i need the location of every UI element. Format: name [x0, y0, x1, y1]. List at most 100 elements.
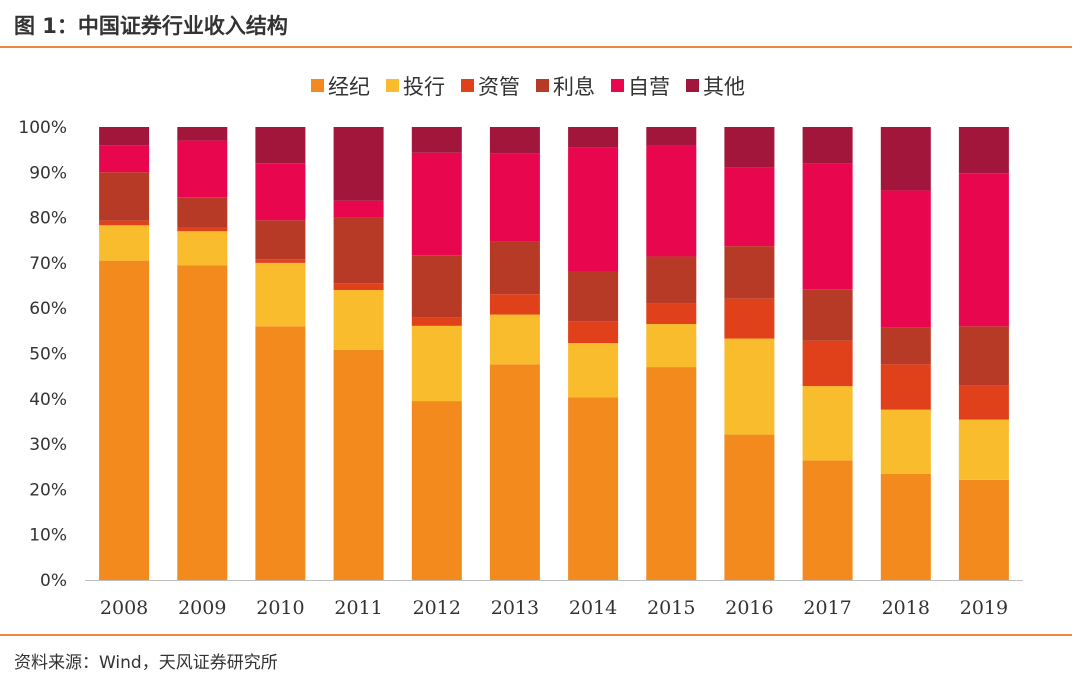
- bar-segment: [177, 265, 228, 580]
- bar-segment: [99, 172, 150, 221]
- y-axis: 0% 10% 20% 30% 40% 50% 60% 70% 80% 90% 100%: [18, 118, 67, 591]
- bar-segment: [646, 256, 697, 304]
- bar-segment: [880, 190, 931, 328]
- bar-stack-2009: [177, 127, 228, 580]
- bar-stack-2012: [411, 127, 462, 580]
- y-tick-label: 60%: [29, 299, 67, 319]
- legend-label: 利息: [553, 75, 595, 99]
- y-tick-label: 40%: [29, 390, 67, 410]
- bar-segment: [802, 127, 853, 164]
- legend-swatch: [311, 79, 324, 92]
- bar-segment: [724, 434, 775, 580]
- bar-segment: [568, 271, 619, 322]
- y-tick-label: 80%: [29, 209, 67, 229]
- bar-segment: [177, 140, 228, 198]
- bar-segment: [568, 147, 619, 272]
- y-tick-label: 20%: [29, 480, 67, 500]
- x-tick-label: 2015: [647, 597, 695, 619]
- bar-segment: [333, 283, 384, 291]
- bar-stack-2019: [958, 127, 1009, 580]
- bar-stack-2016: [724, 127, 775, 580]
- bar-segment: [802, 289, 853, 341]
- bar-segment: [333, 200, 384, 218]
- bar-stack-2011: [333, 127, 384, 580]
- bar-segment: [255, 262, 306, 327]
- bar-segment: [489, 241, 540, 295]
- source-note: 资料来源：Wind，天风证券研究所: [14, 653, 278, 673]
- bar-stack-2010: [255, 127, 306, 580]
- legend-label: 其他: [703, 75, 745, 99]
- bar-segment: [99, 145, 150, 173]
- bar-segment: [99, 127, 150, 146]
- bar-segment: [958, 326, 1009, 386]
- y-tick-label: 30%: [29, 435, 67, 455]
- bar-segment: [177, 197, 228, 228]
- bar-segment: [411, 317, 462, 326]
- bar-segment: [411, 255, 462, 318]
- bar-segment: [646, 303, 697, 325]
- bar-segment: [177, 231, 228, 266]
- bar-segment: [958, 479, 1009, 580]
- bar-segment: [724, 127, 775, 168]
- bar-segment: [489, 314, 540, 365]
- y-tick-label: 0%: [40, 571, 67, 591]
- legend-label: 经纪: [328, 75, 370, 99]
- x-tick-label: 2014: [569, 597, 617, 619]
- legend-swatch: [461, 79, 474, 92]
- bar-segment: [646, 127, 697, 146]
- bar-segment: [411, 152, 462, 256]
- bar-segment: [489, 294, 540, 315]
- bar-segment: [958, 127, 1009, 174]
- y-tick-label: 10%: [29, 526, 67, 546]
- top-divider: [0, 46, 1072, 48]
- bar-segment: [802, 163, 853, 290]
- bar-stack-2015: [646, 127, 697, 580]
- bar-segment: [646, 367, 697, 580]
- bar-segment: [802, 340, 853, 387]
- bar-segment: [99, 260, 150, 580]
- x-tick-label: 2011: [334, 597, 382, 619]
- bar-segment: [99, 225, 150, 261]
- x-tick-label: 2017: [803, 597, 851, 619]
- bar-segment: [255, 326, 306, 580]
- bar-stack-2017: [802, 127, 853, 580]
- bar-segment: [333, 127, 384, 201]
- bar-segment: [411, 401, 462, 580]
- legend-swatch: [611, 79, 624, 92]
- x-tick-label: 2019: [960, 597, 1008, 619]
- bar-segment: [489, 153, 540, 242]
- bar-segment: [333, 349, 384, 580]
- bar-stack-2013: [489, 127, 540, 580]
- bar-segment: [568, 127, 619, 148]
- x-tick-label: 2018: [882, 597, 930, 619]
- bar-segment: [958, 173, 1009, 327]
- x-tick-label: 2013: [491, 597, 539, 619]
- bar-segment: [880, 127, 931, 191]
- bar-segment: [255, 220, 306, 260]
- bar-segment: [646, 145, 697, 257]
- chart-legend: 经纪 投行 资管 利息 自营 其他: [311, 75, 745, 99]
- bar-segment: [177, 127, 228, 141]
- bar-segment: [411, 325, 462, 402]
- bar-segment: [880, 409, 931, 474]
- bar-segment: [958, 385, 1009, 420]
- bar-segment: [568, 397, 619, 580]
- bar-segment: [724, 298, 775, 339]
- bar-segment: [333, 290, 384, 350]
- legend-label: 资管: [478, 75, 520, 99]
- bar-segment: [99, 220, 150, 226]
- legend-label: 自营: [628, 75, 670, 99]
- legend-swatch: [536, 79, 549, 92]
- bar-segment: [411, 127, 462, 153]
- x-tick-label: 2012: [413, 597, 461, 619]
- bar-segment: [646, 324, 697, 368]
- legend-swatch: [386, 79, 399, 92]
- y-tick-label: 100%: [18, 118, 67, 138]
- y-tick-label: 50%: [29, 345, 67, 365]
- bar-stack-2018: [880, 127, 931, 580]
- y-tick-label: 70%: [29, 254, 67, 274]
- bottom-divider: [0, 634, 1072, 636]
- bar-segment: [255, 259, 306, 263]
- legend-swatch: [686, 79, 699, 92]
- x-tick-label: 2016: [725, 597, 773, 619]
